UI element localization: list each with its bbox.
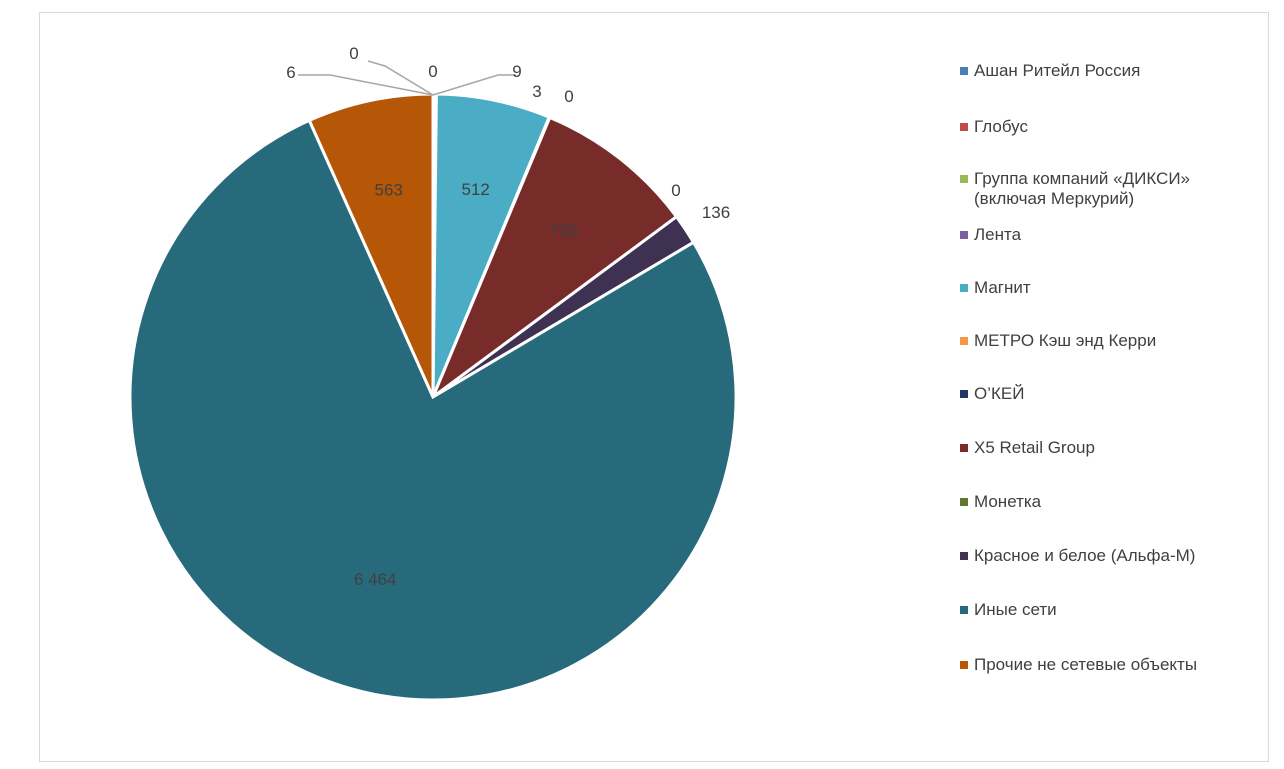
legend-item: Группа компаний «ДИКСИ» (включая Меркури…	[960, 169, 1254, 209]
legend-item: Магнит	[960, 278, 1031, 298]
legend-item: Глобус	[960, 117, 1028, 137]
data-label-0: 0	[428, 62, 437, 81]
legend-swatch	[960, 390, 968, 398]
legend-item: О’КЕЙ	[960, 384, 1024, 404]
data-label-7: 720	[550, 221, 578, 240]
legend-swatch	[960, 661, 968, 669]
data-label-1: 6	[286, 63, 295, 82]
data-label-2: 0	[349, 44, 358, 63]
legend-swatch	[960, 444, 968, 452]
legend-swatch	[960, 175, 968, 183]
data-label-8: 0	[671, 181, 680, 200]
legend-swatch	[960, 231, 968, 239]
legend-label: Прочие не сетевые объекты	[974, 655, 1198, 674]
pie-chart: 0 6 0 9 512 3 0 720 0 136 6 464 563	[128, 44, 738, 702]
page-header-fragment	[0, 0, 660, 10]
data-label-9: 136	[702, 203, 730, 222]
pie-slice-7	[429, 115, 679, 402]
legend-swatch	[960, 552, 968, 560]
legend-item: Прочие не сетевые объекты	[960, 655, 1197, 675]
legend-swatch	[960, 284, 968, 292]
data-label-6: 0	[564, 87, 573, 106]
data-label-5: 3	[532, 82, 541, 101]
legend-item: Монетка	[960, 492, 1041, 512]
label-leader-2	[367, 60, 434, 96]
label-leader-1	[298, 74, 434, 96]
legend-label: МЕТРО Кэш энд Керри	[974, 331, 1157, 350]
legend-label: Красное и белое (Альфа-М)	[974, 546, 1196, 565]
legend-swatch	[960, 606, 968, 614]
legend-swatch	[960, 498, 968, 506]
legend-swatch	[960, 337, 968, 345]
pie-slice-10	[128, 118, 738, 702]
legend-item: X5 Retail Group	[960, 438, 1095, 458]
legend-label: Ашан Ритейл Россия	[974, 61, 1141, 80]
legend-item: Ашан Ритейл Россия	[960, 61, 1140, 81]
legend-label: Группа компаний «ДИКСИ» (включая Меркури…	[974, 169, 1190, 208]
legend-swatch	[960, 67, 968, 75]
legend-label: Иные сети	[974, 600, 1057, 619]
legend-label: Магнит	[974, 278, 1031, 297]
legend-label: Монетка	[974, 492, 1042, 511]
data-label-3: 9	[512, 62, 521, 81]
legend-label: О’КЕЙ	[974, 384, 1025, 403]
legend-swatch	[960, 123, 968, 131]
label-leader-3	[432, 74, 516, 96]
legend-item: Иные сети	[960, 600, 1057, 620]
data-label-11: 563	[375, 181, 403, 200]
legend-label: X5 Retail Group	[974, 438, 1095, 457]
legend-item: МЕТРО Кэш энд Керри	[960, 331, 1156, 351]
legend-item: Красное и белое (Альфа-М)	[960, 546, 1195, 566]
legend-item: Лента	[960, 225, 1021, 245]
data-label-10: 6 464	[354, 570, 397, 589]
chart-frame: 0 6 0 9 512 3 0 720 0 136 6 464 563 Ашан Ритейл Рос…	[39, 12, 1269, 762]
legend-label: Глобус	[974, 117, 1028, 136]
data-label-4: 512	[461, 180, 489, 199]
legend-label: Лента	[974, 225, 1022, 244]
